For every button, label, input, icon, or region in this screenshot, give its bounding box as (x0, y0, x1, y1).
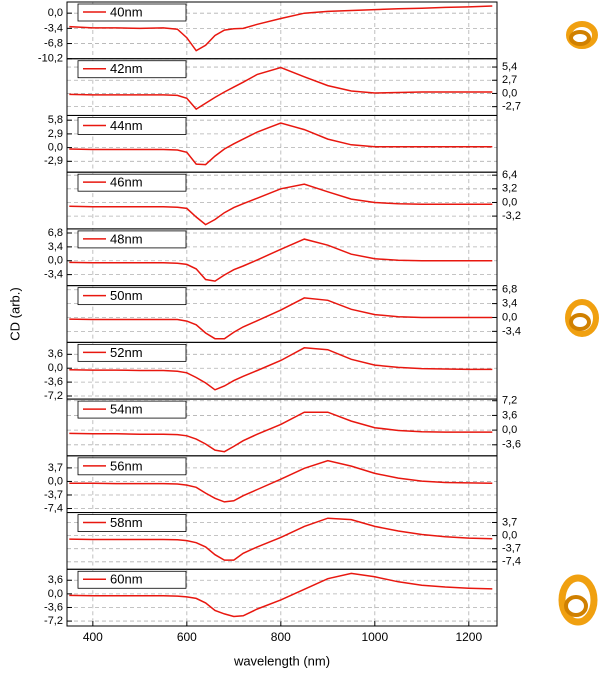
y-tick-label: -7,4 (502, 556, 521, 568)
y-tick-label: 3,4 (502, 297, 517, 309)
y-tick-label: -3,4 (502, 325, 521, 337)
y-tick-label: -3,7 (502, 543, 521, 555)
legend-label: 56nm (110, 458, 143, 473)
x-tick-label: 800 (271, 630, 291, 644)
y-tick-label: 3,6 (48, 348, 63, 360)
x-tick-label: 400 (83, 630, 103, 644)
y-tick-label: 6,8 (48, 227, 63, 239)
y-axis-label: CD (arb.) (7, 287, 22, 340)
y-tick-label: 3,7 (48, 462, 63, 474)
legend-label: 42nm (110, 61, 143, 76)
legend-label: 46nm (110, 175, 143, 190)
ring-icon (562, 578, 594, 622)
y-tick-label: -3,7 (44, 489, 63, 501)
ring-icon (568, 302, 596, 334)
y-tick-label: -2,9 (44, 155, 63, 167)
y-tick-label: -3,4 (44, 269, 63, 281)
y-tick-label: 5,4 (502, 61, 517, 73)
y-tick-label: -3,6 (502, 439, 521, 451)
y-tick-label: -7,2 (44, 615, 63, 627)
y-tick-label: 5,8 (48, 114, 63, 126)
y-tick-label: -3,4 (44, 22, 63, 34)
y-tick-label: 3,4 (48, 241, 63, 253)
y-tick-label: 6,8 (502, 284, 517, 296)
y-tick-label: 3,2 (502, 183, 517, 195)
y-tick-label: -3,6 (44, 601, 63, 613)
y-tick-label: 7,2 (502, 395, 517, 407)
x-axis-label: wavelength (nm) (233, 653, 330, 668)
y-tick-label: -10,2 (38, 53, 63, 65)
legend-label: 52nm (110, 345, 143, 360)
y-tick-label: -6,8 (44, 37, 63, 49)
y-tick-label: -3,2 (502, 210, 521, 222)
y-tick-label: 6,4 (502, 169, 517, 181)
legend-label: 40nm (110, 4, 143, 19)
legend-label: 58nm (110, 515, 143, 530)
y-tick-label: 3,6 (48, 574, 63, 586)
y-tick-label: 0,0 (502, 529, 517, 541)
y-tick-label: -3,6 (44, 376, 63, 388)
y-tick-label: 2,9 (48, 128, 63, 140)
y-tick-label: 2,7 (502, 74, 517, 86)
x-tick-label: 1000 (361, 630, 388, 644)
y-tick-label: 0,0 (48, 362, 63, 374)
legend-label: 44nm (110, 118, 143, 133)
y-tick-label: 0,0 (502, 87, 517, 99)
y-tick-label: 3,7 (502, 516, 517, 528)
y-tick-label: 0,0 (502, 424, 517, 436)
y-tick-label: 0,0 (48, 588, 63, 600)
y-tick-label: 3,6 (502, 409, 517, 421)
y-tick-label: 0,0 (48, 475, 63, 487)
y-tick-label: -7,2 (44, 390, 63, 402)
legend-label: 50nm (110, 288, 143, 303)
y-tick-label: -2,7 (502, 101, 521, 113)
x-tick-label: 600 (177, 630, 197, 644)
ring-icon (569, 24, 595, 46)
y-tick-label: 0,0 (502, 196, 517, 208)
y-tick-label: -7,4 (44, 502, 63, 514)
legend-label: 60nm (110, 572, 143, 587)
y-tick-label: 0,0 (48, 255, 63, 267)
legend-label: 48nm (110, 231, 143, 246)
y-tick-label: 0,0 (48, 7, 63, 19)
x-tick-label: 1200 (455, 630, 482, 644)
y-tick-label: 0,0 (502, 311, 517, 323)
y-tick-label: 0,0 (48, 142, 63, 154)
chart: CD (arb.) 0,0-3,4-6,8-10,240nm5,42,70,0-… (0, 0, 608, 681)
legend-label: 54nm (110, 402, 143, 417)
